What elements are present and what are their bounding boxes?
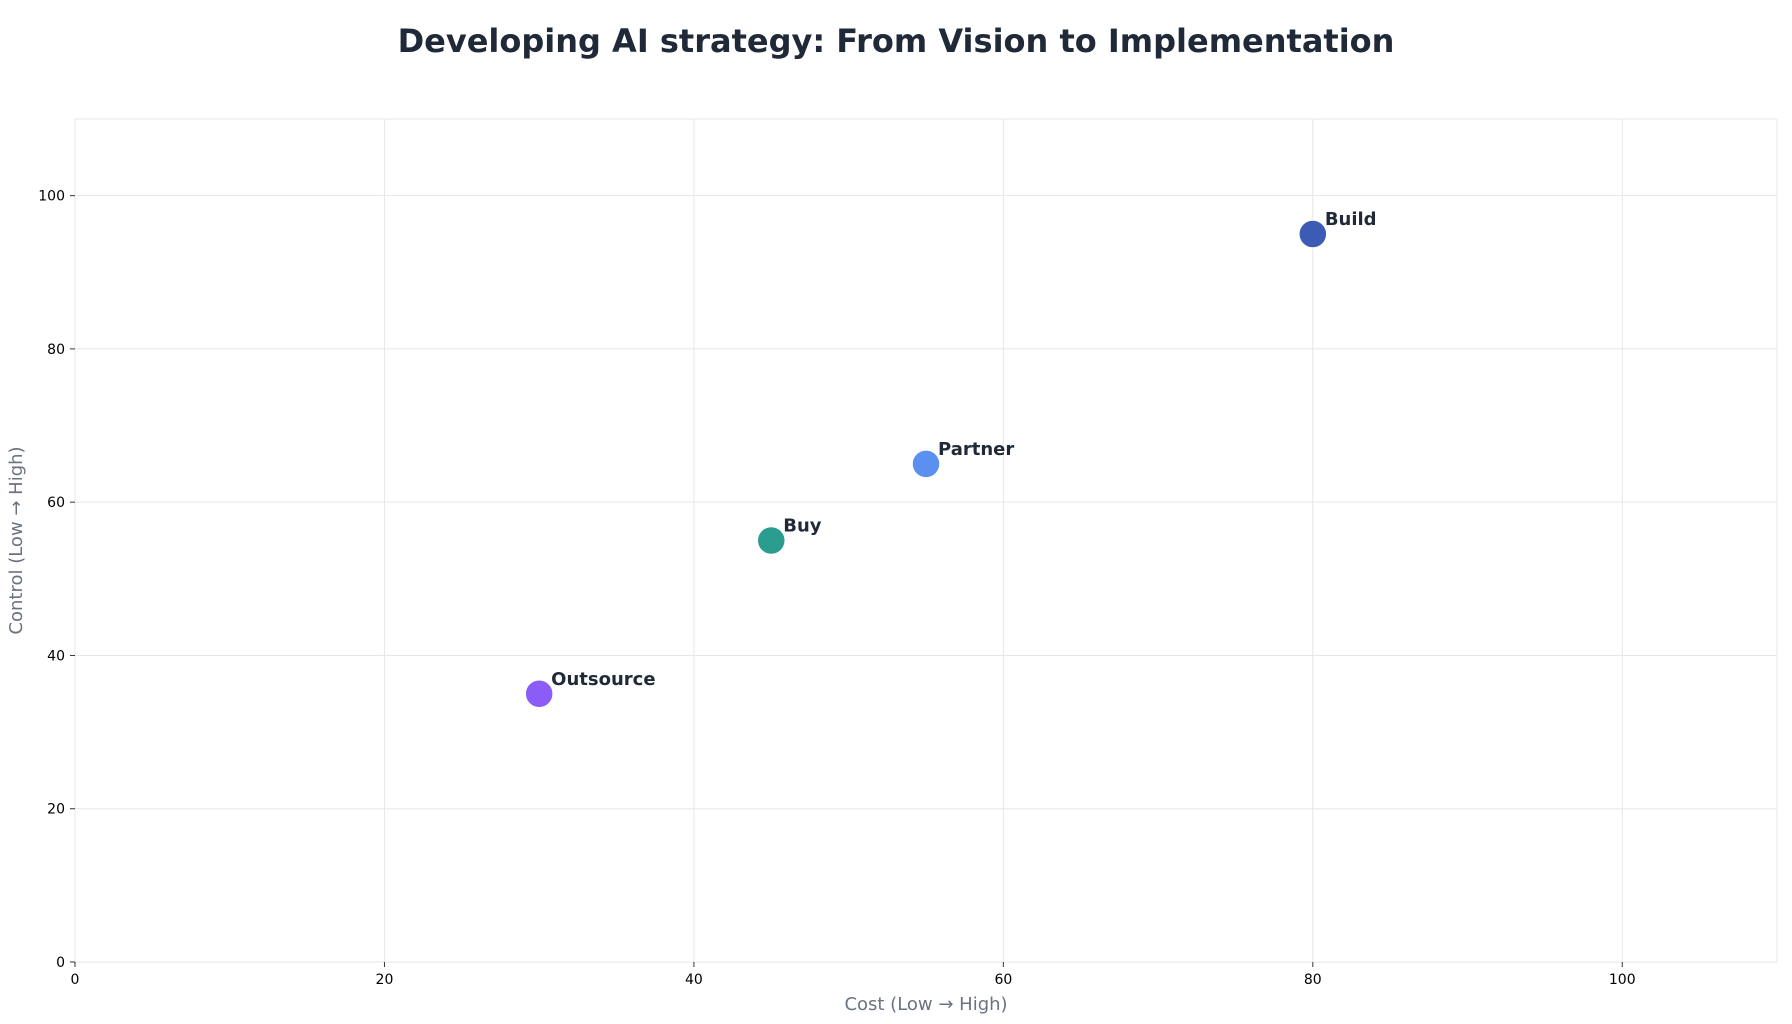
y-tick-label: 20: [47, 802, 65, 818]
point-label: Partner: [938, 439, 1014, 460]
scatter-point: [1298, 219, 1328, 249]
point-label: Build: [1325, 209, 1377, 230]
grid-layer: [74, 119, 1777, 963]
chart-title: Developing AI strategy: From Vision to I…: [397, 22, 1395, 60]
y-tick-label: 100: [38, 189, 65, 205]
y-tick-label: 60: [47, 495, 65, 511]
point-label: Outsource: [551, 669, 655, 690]
x-tick-label: 100: [1609, 972, 1636, 988]
scatter-point: [911, 449, 941, 479]
tick-layer: 0 20 40 60 80 100 0 20 40 60 80 100: [38, 189, 1635, 988]
x-tick-label: 20: [376, 972, 394, 988]
x-tick-label: 60: [994, 972, 1012, 988]
y-tick-label: 40: [47, 648, 65, 664]
plot-frame: [74, 118, 1778, 963]
point-layer: Build Partner Buy Outsource: [524, 209, 1377, 709]
x-axis-label: Cost (Low → High): [844, 994, 1007, 1015]
x-tick-label: 0: [71, 972, 80, 988]
scatter-point: [524, 679, 554, 709]
x-tick-label: 80: [1304, 972, 1322, 988]
scatter-point: [756, 525, 787, 556]
y-tick-label: 80: [47, 342, 65, 358]
point-label: Buy: [783, 516, 822, 537]
y-axis-label: Control (Low → High): [6, 446, 27, 634]
x-tick-label: 40: [685, 972, 703, 988]
y-tick-label: 0: [56, 955, 65, 971]
